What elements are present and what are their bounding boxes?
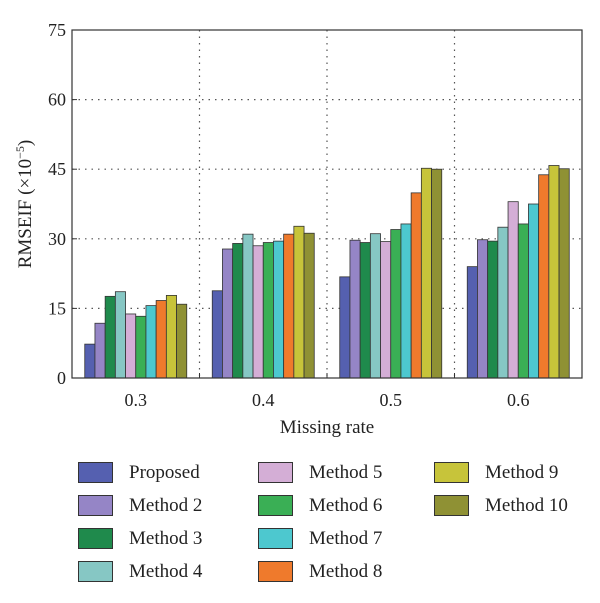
legend-item: Method 10 xyxy=(434,489,588,522)
legend-item: Method 9 xyxy=(434,456,588,489)
bar-method-8-0.3 xyxy=(155,300,167,379)
legend-item: Proposed xyxy=(78,456,258,489)
bar-method-2-0.6 xyxy=(477,239,489,379)
bar-method-2-0.4 xyxy=(222,248,234,379)
legend-swatch xyxy=(258,528,293,549)
legend-swatch xyxy=(78,561,113,582)
bar-method-10-0.3 xyxy=(176,303,188,379)
legend-label: Method 5 xyxy=(309,461,383,483)
bar-method-5-0.6 xyxy=(507,201,519,379)
legend-label: Method 4 xyxy=(129,560,203,582)
legend-item: Method 3 xyxy=(78,522,258,555)
legend-swatch xyxy=(78,462,113,483)
bar-method-4-0.3 xyxy=(114,291,126,379)
legend-label: Method 9 xyxy=(485,461,559,483)
bar-chart: 0 15 30 45 60 75 0.3 0.4 0.5 0.6 Missing rate RM… xyxy=(13,20,583,438)
bar-method-3-0.3 xyxy=(104,295,116,379)
bar-proposed-0.6 xyxy=(466,266,478,379)
y-tick-label: 45 xyxy=(48,159,66,179)
bar-method-6-0.4 xyxy=(262,242,274,379)
bar-proposed-0.3 xyxy=(84,343,96,379)
legend: Proposed Method 2 Method 3 Method 4 Method 5… xyxy=(78,456,588,596)
legend-swatch xyxy=(258,462,293,483)
bar-method-9-0.3 xyxy=(165,295,177,379)
bar-method-8-0.5 xyxy=(410,192,422,379)
bar-method-2-0.3 xyxy=(94,322,106,379)
legend-item: Method 8 xyxy=(258,555,434,588)
legend-swatch xyxy=(258,495,293,516)
y-axis-label: RMSEIF (×10−5) xyxy=(13,140,36,269)
bar-method-3-0.4 xyxy=(232,243,244,379)
x-tick-label: 0.3 xyxy=(125,390,148,410)
legend-item: Method 6 xyxy=(258,489,434,522)
legend-label: Method 3 xyxy=(129,527,203,549)
y-tick-label: 30 xyxy=(48,229,66,249)
x-tick-label: 0.6 xyxy=(507,390,530,410)
bar-method-10-0.5 xyxy=(431,168,443,379)
bar-method-6-0.5 xyxy=(390,229,402,379)
bar-method-7-0.6 xyxy=(528,203,540,379)
legend-swatch xyxy=(78,495,113,516)
legend-swatch xyxy=(78,528,113,549)
legend-label: Method 7 xyxy=(309,527,383,549)
bar-method-9-0.4 xyxy=(293,225,305,379)
y-tick-label: 0 xyxy=(57,368,66,388)
bar-method-4-0.4 xyxy=(242,233,254,379)
bar-method-9-0.5 xyxy=(420,167,432,379)
y-tick-label: 60 xyxy=(48,90,66,110)
y-tick-label: 15 xyxy=(48,298,66,318)
x-axis-label: Missing rate xyxy=(280,417,374,438)
legend-label: Method 10 xyxy=(485,494,568,516)
bar-method-7-0.4 xyxy=(273,240,285,379)
legend-label: Proposed xyxy=(129,461,200,483)
legend-swatch xyxy=(434,495,469,516)
bar-method-6-0.3 xyxy=(135,315,147,379)
legend-item: Method 5 xyxy=(258,456,434,489)
legend-swatch xyxy=(434,462,469,483)
bar-proposed-0.4 xyxy=(211,290,223,379)
legend-label: Method 2 xyxy=(129,494,203,516)
bar-method-2-0.5 xyxy=(349,239,361,379)
bar-method-3-0.6 xyxy=(487,240,499,379)
bar-method-4-0.5 xyxy=(369,233,381,379)
bar-method-10-0.4 xyxy=(303,232,315,379)
bar-proposed-0.5 xyxy=(339,276,351,379)
legend-swatch xyxy=(258,561,293,582)
y-axis: 0 15 30 45 60 75 xyxy=(48,20,77,388)
y-tick-label: 75 xyxy=(48,20,66,40)
bars xyxy=(84,165,570,379)
bar-method-8-0.4 xyxy=(283,233,295,379)
bar-method-3-0.5 xyxy=(359,242,371,379)
x-tick-label: 0.5 xyxy=(380,390,403,410)
bar-method-4-0.6 xyxy=(497,226,509,379)
bar-method-5-0.3 xyxy=(125,313,137,379)
legend-label: Method 8 xyxy=(309,560,383,582)
bar-method-5-0.5 xyxy=(380,241,392,379)
x-axis: 0.3 0.4 0.5 0.6 xyxy=(125,373,583,410)
bar-method-8-0.6 xyxy=(538,174,550,379)
bar-method-5-0.4 xyxy=(252,245,264,379)
x-tick-label: 0.4 xyxy=(252,390,275,410)
legend-item: Method 2 xyxy=(78,489,258,522)
bar-method-7-0.5 xyxy=(400,223,412,379)
legend-label: Method 6 xyxy=(309,494,383,516)
bar-method-7-0.3 xyxy=(145,305,157,379)
bar-method-10-0.6 xyxy=(558,168,570,379)
bar-method-9-0.6 xyxy=(548,165,560,379)
legend-item: Method 4 xyxy=(78,555,258,588)
bar-method-6-0.6 xyxy=(517,223,529,379)
legend-item: Method 7 xyxy=(258,522,434,555)
